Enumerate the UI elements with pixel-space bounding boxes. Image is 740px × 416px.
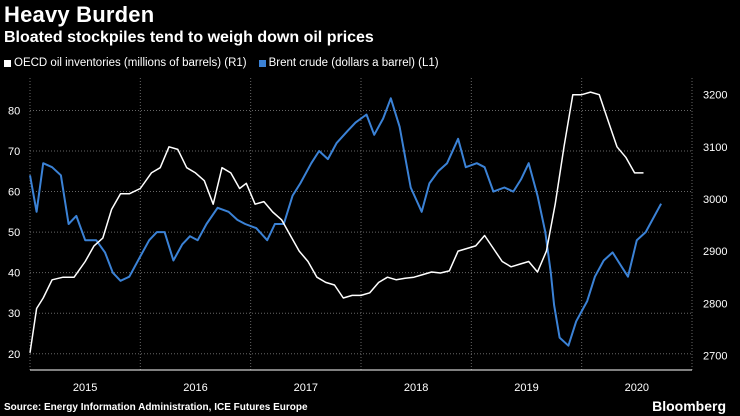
left-axis-tick-label: 80 xyxy=(8,105,20,117)
x-axis-tick-label: 2015 xyxy=(73,382,97,394)
right-axis-tick-label: 3000 xyxy=(703,194,727,206)
legend-item-brent: Brent crude (dollars a barrel) (L1) xyxy=(258,57,439,69)
chart-subtitle: Bloated stockpiles tend to weigh down oi… xyxy=(4,29,374,46)
x-axis-tick-label: 2018 xyxy=(404,382,428,394)
left-axis-tick-label: 30 xyxy=(8,308,20,320)
right-axis-tick-label: 3200 xyxy=(703,90,727,102)
right-axis-tick-label: 2700 xyxy=(703,350,727,362)
oecd-inventories-line xyxy=(29,91,644,353)
legend-item-inventories: OECD oil inventories (millions of barrel… xyxy=(4,57,247,69)
x-axis-tick-label: 2020 xyxy=(625,382,649,394)
bloomberg-logo: Bloomberg xyxy=(652,398,726,414)
left-axis-tick-label: 60 xyxy=(8,187,20,199)
left-axis-tick-label: 40 xyxy=(8,268,20,280)
left-axis-tick-label: 20 xyxy=(8,349,20,361)
right-axis-tick-label: 3100 xyxy=(703,142,727,154)
source-note: Source: Energy Information Administratio… xyxy=(4,402,308,413)
x-axis-tick-label: 2019 xyxy=(514,382,538,394)
brent-crude-line xyxy=(29,97,662,347)
legend-swatch-brent xyxy=(258,59,266,67)
legend-label-inventories: OECD oil inventories (millions of barrel… xyxy=(14,57,247,69)
x-axis-tick-label: 2017 xyxy=(294,382,318,394)
legend-swatch-inventories xyxy=(4,59,11,67)
chart-title: Heavy Burden xyxy=(4,2,155,27)
left-axis-tick-label: 50 xyxy=(8,227,20,239)
left-axis-tick-label: 70 xyxy=(8,146,20,158)
right-axis-tick-label: 2800 xyxy=(703,298,727,310)
chart-legend: OECD oil inventories (millions of barrel… xyxy=(4,57,439,69)
right-axis-tick-label: 2900 xyxy=(703,246,727,258)
legend-label-brent: Brent crude (dollars a barrel) (L1) xyxy=(268,57,439,69)
x-axis-tick-label: 2016 xyxy=(183,382,207,394)
